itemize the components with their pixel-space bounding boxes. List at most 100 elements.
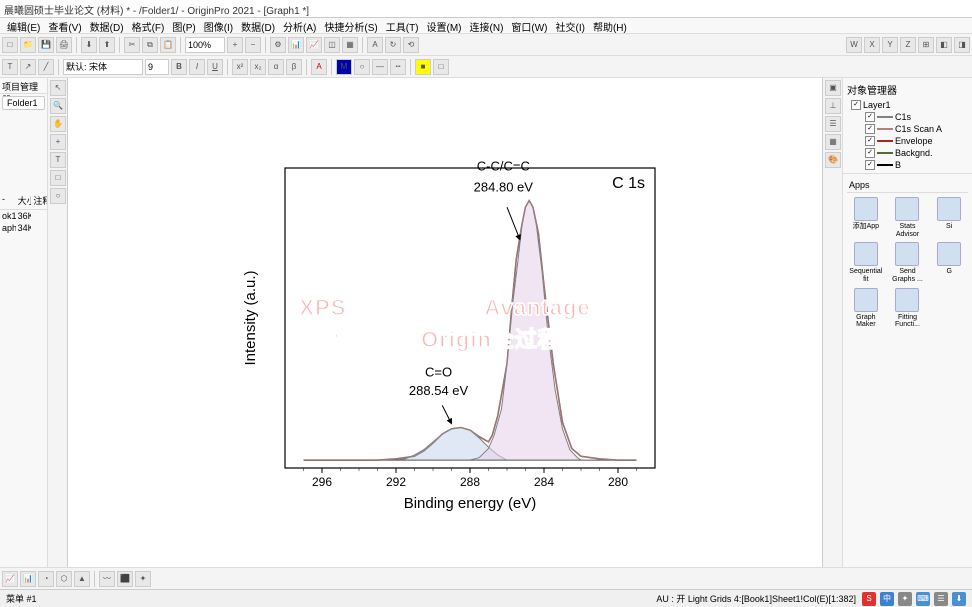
superscript-icon[interactable]: x²	[232, 59, 248, 75]
plot-type-icon[interactable]: ▲	[74, 571, 90, 587]
open-icon[interactable]: 📁	[20, 37, 36, 53]
menu-item[interactable]: 帮助(H)	[590, 19, 630, 32]
tool-icon[interactable]: ▦	[342, 37, 358, 53]
letter-icon[interactable]: X	[864, 37, 880, 53]
zoom-tool-icon[interactable]: 🔍	[50, 98, 66, 114]
menu-item[interactable]: 图像(I)	[201, 19, 236, 32]
menu-item[interactable]: 分析(A)	[280, 19, 319, 32]
menu-item[interactable]: 快捷分析(S)	[321, 19, 380, 32]
line-style-icon[interactable]: —	[372, 59, 388, 75]
taskbar-icon[interactable]: ⬇	[952, 592, 966, 606]
text-icon[interactable]: T	[2, 59, 18, 75]
line-icon[interactable]: ╱	[38, 59, 54, 75]
pan-icon[interactable]: ✋	[50, 116, 66, 132]
tool-icon[interactable]: ↻	[385, 37, 401, 53]
layer-item[interactable]: ✓Layer1	[851, 99, 970, 111]
zoom-in-icon[interactable]: +	[227, 37, 243, 53]
rect-icon[interactable]: □	[50, 170, 66, 186]
reader-icon[interactable]: +	[50, 134, 66, 150]
plot-type-icon[interactable]: ⬡	[56, 571, 72, 587]
menu-item[interactable]: 编辑(E)	[4, 19, 43, 32]
app-item[interactable]: 添加App	[847, 197, 885, 238]
new-icon[interactable]: □	[2, 37, 18, 53]
font-family-input[interactable]	[63, 59, 143, 75]
line-style-icon[interactable]: ┅	[390, 59, 406, 75]
legend-icon[interactable]: ☰	[825, 116, 841, 132]
app-item[interactable]: Graph Maker	[847, 288, 885, 329]
menu-item[interactable]: 工具(T)	[383, 19, 422, 32]
plot-type-icon[interactable]: ⬛	[117, 571, 133, 587]
plot-type-icon[interactable]: ◔	[38, 571, 54, 587]
import-icon[interactable]: ⬇	[81, 37, 97, 53]
circle-icon[interactable]: ○	[50, 188, 66, 204]
menu-item[interactable]: 查看(V)	[45, 19, 84, 32]
arrow-icon[interactable]: ↗	[20, 59, 36, 75]
app-item[interactable]: G	[930, 242, 968, 283]
app-item[interactable]: Stats Advisor	[889, 197, 927, 238]
paste-icon[interactable]: 📋	[160, 37, 176, 53]
plot-item[interactable]: ✓B	[851, 159, 970, 171]
taskbar-icon[interactable]: ⌨	[916, 592, 930, 606]
copy-icon[interactable]: ⧉	[142, 37, 158, 53]
plot-type-icon[interactable]: 〰	[99, 571, 115, 587]
plot-type-icon[interactable]: 📊	[20, 571, 36, 587]
italic-icon[interactable]: I	[189, 59, 205, 75]
tool-icon[interactable]: ⚙	[270, 37, 286, 53]
app-item[interactable]: Si	[930, 197, 968, 238]
app-item[interactable]: Sequential fit	[847, 242, 885, 283]
axis-icon[interactable]: ⊥	[825, 98, 841, 114]
taskbar-icon[interactable]: S	[862, 592, 876, 606]
folder-tab[interactable]: Folder1	[2, 96, 45, 110]
layer-icon[interactable]: ▣	[825, 80, 841, 96]
marker-icon[interactable]: M	[336, 59, 352, 75]
tool-icon[interactable]: ◨	[954, 37, 970, 53]
menu-item[interactable]: 数据(D)	[238, 19, 278, 32]
tool-icon[interactable]: A	[367, 37, 383, 53]
menu-item[interactable]: 连接(N)	[467, 19, 507, 32]
export-icon[interactable]: ⬆	[99, 37, 115, 53]
letter-icon[interactable]: Y	[882, 37, 898, 53]
menu-item[interactable]: 社交(I)	[553, 19, 588, 32]
letter-icon[interactable]: W	[846, 37, 862, 53]
print-icon[interactable]: 🖨	[56, 37, 72, 53]
plot-item[interactable]: ✓C1s	[851, 111, 970, 123]
menu-item[interactable]: 图(P)	[169, 19, 198, 32]
tool-icon[interactable]: ⊞	[918, 37, 934, 53]
color-icon[interactable]: 🎨	[825, 152, 841, 168]
font-size-input[interactable]	[145, 59, 169, 75]
zoom-out-icon[interactable]: −	[245, 37, 261, 53]
app-item[interactable]: Fitting Functi...	[889, 288, 927, 329]
save-icon[interactable]: 💾	[38, 37, 54, 53]
graph-window[interactable]: 296292288284280Binding energy (eV)Intens…	[68, 78, 822, 587]
letter-icon[interactable]: Z	[900, 37, 916, 53]
tool-icon[interactable]: ◧	[936, 37, 952, 53]
zoom-input[interactable]	[185, 37, 225, 53]
menu-item[interactable]: 窗口(W)	[508, 19, 550, 32]
tool-icon[interactable]: ⟲	[403, 37, 419, 53]
plot-item[interactable]: ✓Envelope	[851, 135, 970, 147]
pointer-icon[interactable]: ↖	[50, 80, 66, 96]
taskbar-icon[interactable]: 中	[880, 592, 894, 606]
text-tool-icon[interactable]: T	[50, 152, 66, 168]
plot-type-icon[interactable]: ✦	[135, 571, 151, 587]
grid-icon[interactable]: ▦	[825, 134, 841, 150]
plot-item[interactable]: ✓Backgnd.	[851, 147, 970, 159]
plot-item[interactable]: ✓C1s Scan A	[851, 123, 970, 135]
app-item[interactable]: Send Graphs ...	[889, 242, 927, 283]
tool-icon[interactable]: ◫	[324, 37, 340, 53]
greek-icon[interactable]: β	[286, 59, 302, 75]
marker-icon[interactable]: ○	[354, 59, 370, 75]
file-row[interactable]: aph134KB	[0, 222, 47, 234]
bold-icon[interactable]: B	[171, 59, 187, 75]
taskbar-icon[interactable]: ✦	[898, 592, 912, 606]
greek-icon[interactable]: α	[268, 59, 284, 75]
underline-icon[interactable]: U	[207, 59, 223, 75]
tool-icon[interactable]: 📈	[306, 37, 322, 53]
plot-type-icon[interactable]: 📈	[2, 571, 18, 587]
tool-icon[interactable]: 📊	[288, 37, 304, 53]
cut-icon[interactable]: ✂	[124, 37, 140, 53]
subscript-icon[interactable]: x₂	[250, 59, 266, 75]
menu-item[interactable]: 数据(D)	[87, 19, 127, 32]
file-row[interactable]: ok136KB	[0, 210, 47, 222]
fill-icon[interactable]: □	[433, 59, 449, 75]
